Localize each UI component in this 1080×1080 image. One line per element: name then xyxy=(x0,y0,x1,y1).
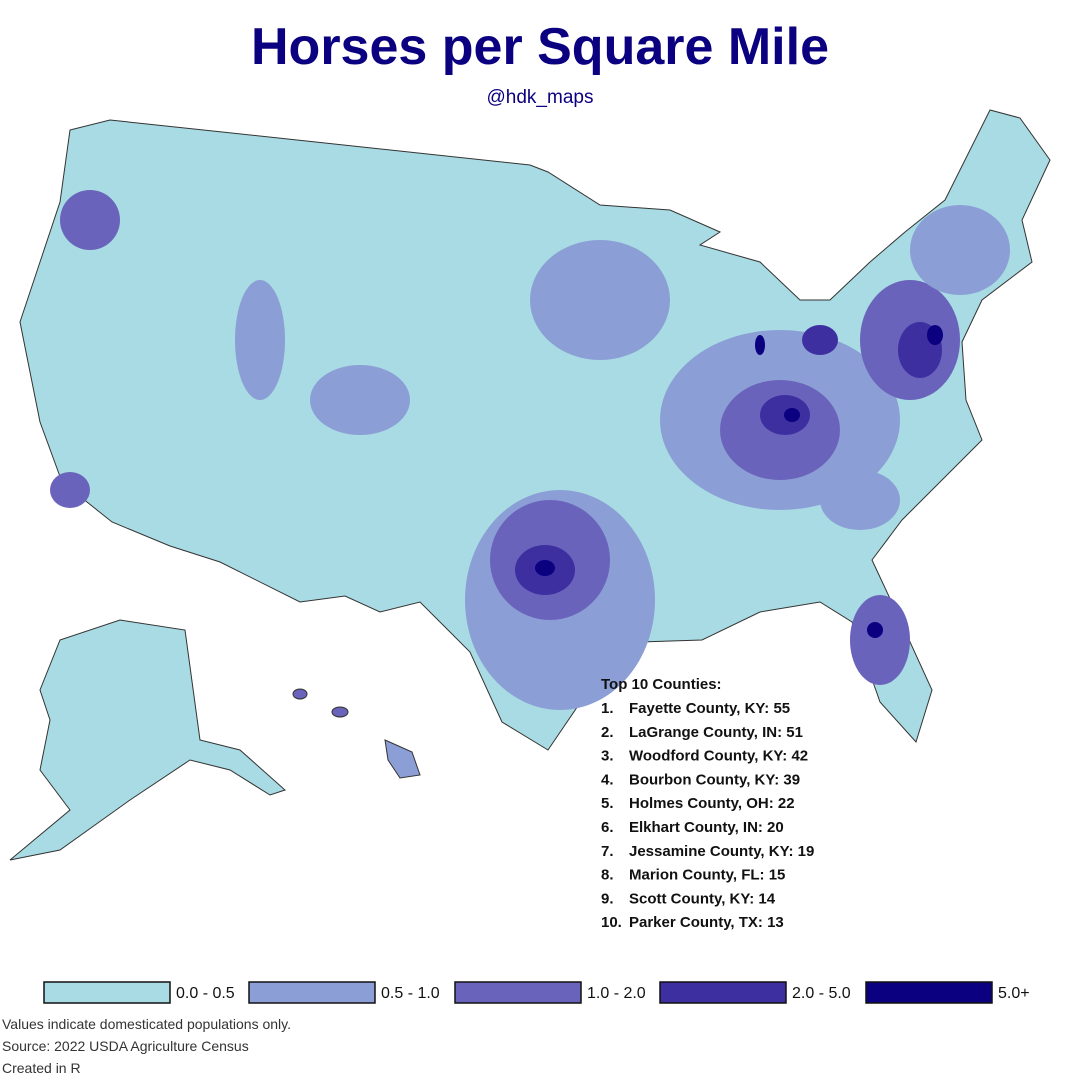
rank: 9. xyxy=(601,890,614,907)
hawaii xyxy=(384,739,421,779)
county: Holmes County, OH: 22 xyxy=(629,795,795,812)
alaska xyxy=(9,619,286,861)
legend-label: 5.0+ xyxy=(998,985,1030,1002)
top-list: 1. Fayette County, KY: 55 2. LaGrange Count… xyxy=(601,700,814,931)
region xyxy=(910,205,1010,295)
region xyxy=(927,325,943,345)
legend: 0.0 - 0.5 0.5 - 1.0 1.0 - 2.0 2.0 - 5.0 5.0+ xyxy=(43,981,1030,1004)
hawaii-island xyxy=(292,688,308,700)
county: Scott County, KY: 14 xyxy=(629,890,776,907)
footer-line: Values indicate domesticated populations… xyxy=(2,1016,291,1032)
legend-label: 0.0 - 0.5 xyxy=(176,985,235,1002)
title: Horses per Square Mile xyxy=(251,18,829,76)
legend-swatch xyxy=(248,981,376,1004)
rank: 7. xyxy=(601,843,614,860)
region xyxy=(820,470,900,530)
footer-line: Source: 2022 USDA Agriculture Census xyxy=(2,1038,249,1054)
county: Marion County, FL: 15 xyxy=(629,867,785,884)
county: Elkhart County, IN: 20 xyxy=(629,819,784,836)
region xyxy=(802,325,838,355)
region xyxy=(60,190,120,250)
region xyxy=(530,240,670,360)
legend-swatch xyxy=(454,981,582,1004)
region xyxy=(310,365,410,435)
rank: 2. xyxy=(601,724,614,741)
region xyxy=(535,560,555,576)
rank: 4. xyxy=(601,771,614,788)
legend-swatch xyxy=(659,981,787,1004)
hawaii-island xyxy=(331,706,349,718)
county: Woodford County, KY: 42 xyxy=(629,748,808,765)
rank: 3. xyxy=(601,748,614,765)
county: Jessamine County, KY: 19 xyxy=(629,843,814,860)
rank: 6. xyxy=(601,819,614,836)
density-regions xyxy=(50,190,1010,710)
county: Parker County, TX: 13 xyxy=(629,914,784,931)
rank: 1. xyxy=(601,700,614,717)
region xyxy=(850,595,910,685)
legend-swatch xyxy=(43,981,171,1004)
top-heading: Top 10 Counties: xyxy=(601,676,722,693)
subtitle: @hdk_maps xyxy=(487,87,594,108)
footer-line: Created in R xyxy=(2,1060,81,1076)
rank: 5. xyxy=(601,795,614,812)
map xyxy=(9,109,1051,861)
region xyxy=(755,335,765,355)
legend-label: 1.0 - 2.0 xyxy=(587,985,646,1002)
contiguous-us xyxy=(19,109,1051,751)
county: Fayette County, KY: 55 xyxy=(629,700,790,717)
region xyxy=(867,622,883,638)
legend-swatch xyxy=(865,981,993,1004)
rank: 8. xyxy=(601,867,614,884)
county: Bourbon County, KY: 39 xyxy=(629,771,800,788)
rank: 10. xyxy=(601,914,622,931)
region xyxy=(784,408,800,422)
footer: Values indicate domesticated populations… xyxy=(2,1016,291,1076)
legend-label: 2.0 - 5.0 xyxy=(792,985,851,1002)
county: LaGrange County, IN: 51 xyxy=(629,724,803,741)
region xyxy=(235,280,285,400)
region xyxy=(50,472,90,508)
legend-label: 0.5 - 1.0 xyxy=(381,985,440,1002)
